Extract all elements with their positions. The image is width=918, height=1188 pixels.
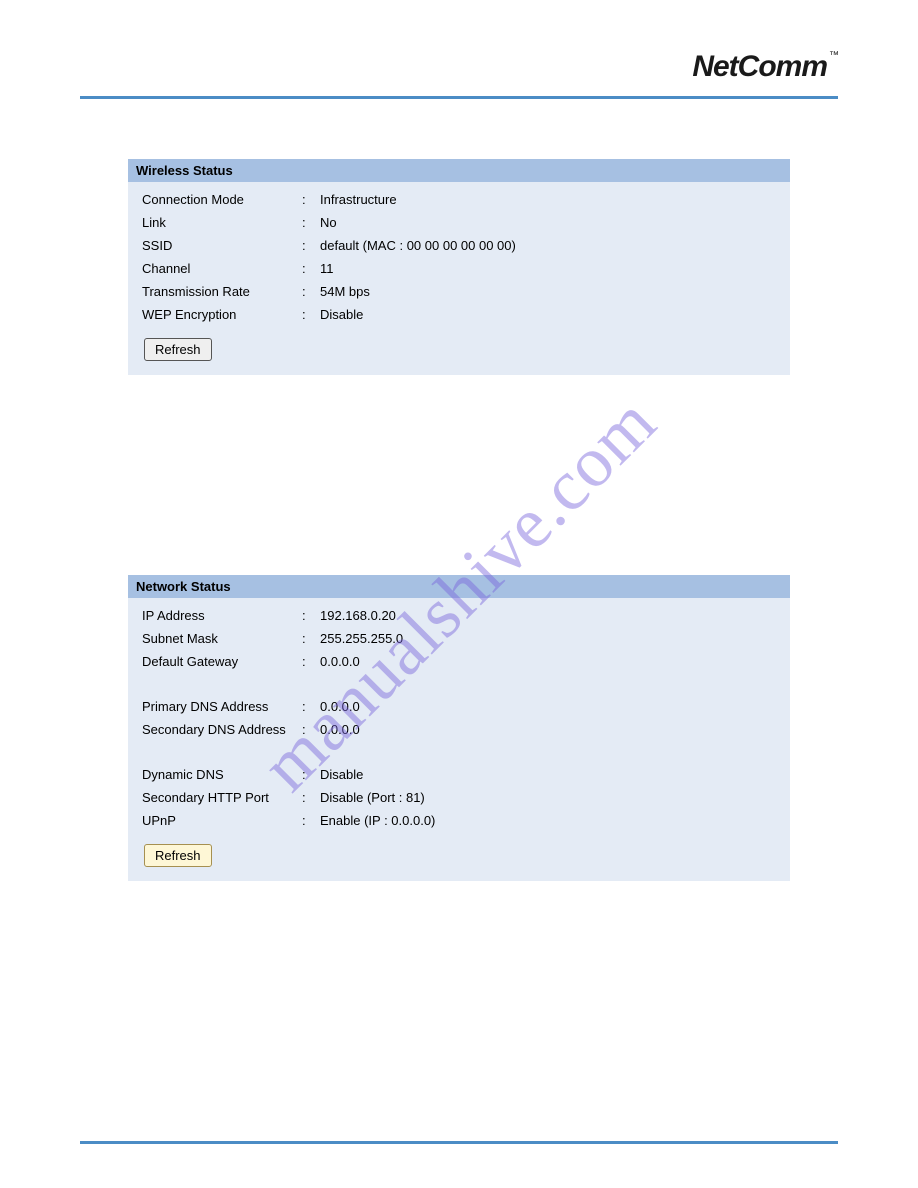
colon: : xyxy=(302,234,320,257)
secondary-http-port-value: Disable (Port : 81) xyxy=(320,786,778,809)
colon: : xyxy=(302,809,320,832)
page-header: NetComm™ xyxy=(80,40,838,90)
secondary-http-port-label: Secondary HTTP Port xyxy=(140,786,302,809)
wep-encryption-value: Disable xyxy=(320,303,778,326)
colon: : xyxy=(302,257,320,280)
ssid-value: default (MAC : 00 00 00 00 00 00) xyxy=(320,234,778,257)
connection-mode-label: Connection Mode xyxy=(140,188,302,211)
colon: : xyxy=(302,280,320,303)
brand-text: NetComm xyxy=(692,50,827,83)
channel-label: Channel xyxy=(140,257,302,280)
transmission-rate-label: Transmission Rate xyxy=(140,280,302,303)
dynamic-dns-label: Dynamic DNS xyxy=(140,763,302,786)
default-gateway-value: 0.0.0.0 xyxy=(320,650,778,673)
wireless-status-panel: Wireless Status Connection Mode : Infras… xyxy=(128,159,790,375)
link-value: No xyxy=(320,211,778,234)
default-gateway-label: Default Gateway xyxy=(140,650,302,673)
trademark-symbol: ™ xyxy=(829,50,838,61)
colon: : xyxy=(302,763,320,786)
link-label: Link xyxy=(140,211,302,234)
colon: : xyxy=(302,211,320,234)
colon: : xyxy=(302,695,320,718)
wep-encryption-label: WEP Encryption xyxy=(140,303,302,326)
upnp-value: Enable (IP : 0.0.0.0) xyxy=(320,809,778,832)
brand-logo: NetComm™ xyxy=(692,50,838,84)
ssid-label: SSID xyxy=(140,234,302,257)
upnp-label: UPnP xyxy=(140,809,302,832)
primary-dns-row: Primary DNS Address : 0.0.0.0 xyxy=(140,695,778,718)
link-row: Link : No xyxy=(140,211,778,234)
secondary-dns-value: 0.0.0.0 xyxy=(320,718,778,741)
footer-rule xyxy=(80,1141,838,1144)
channel-row: Channel : 11 xyxy=(140,257,778,280)
network-refresh-button[interactable]: Refresh xyxy=(144,844,212,867)
connection-mode-value: Infrastructure xyxy=(320,188,778,211)
network-status-title: Network Status xyxy=(128,575,790,598)
subnet-mask-label: Subnet Mask xyxy=(140,627,302,650)
header-rule xyxy=(80,96,838,99)
wireless-refresh-button[interactable]: Refresh xyxy=(144,338,212,361)
colon: : xyxy=(302,627,320,650)
secondary-http-port-row: Secondary HTTP Port : Disable (Port : 81… xyxy=(140,786,778,809)
secondary-dns-row: Secondary DNS Address : 0.0.0.0 xyxy=(140,718,778,741)
wep-encryption-row: WEP Encryption : Disable xyxy=(140,303,778,326)
dynamic-dns-value: Disable xyxy=(320,763,778,786)
primary-dns-label: Primary DNS Address xyxy=(140,695,302,718)
colon: : xyxy=(302,718,320,741)
subnet-mask-row: Subnet Mask : 255.255.255.0 xyxy=(140,627,778,650)
colon: : xyxy=(302,786,320,809)
dynamic-dns-row: Dynamic DNS : Disable xyxy=(140,763,778,786)
default-gateway-row: Default Gateway : 0.0.0.0 xyxy=(140,650,778,673)
secondary-dns-label: Secondary DNS Address xyxy=(140,718,302,741)
transmission-rate-value: 54M bps xyxy=(320,280,778,303)
colon: : xyxy=(302,303,320,326)
ip-address-label: IP Address xyxy=(140,604,302,627)
transmission-rate-row: Transmission Rate : 54M bps xyxy=(140,280,778,303)
wireless-status-title: Wireless Status xyxy=(128,159,790,182)
network-status-panel: Network Status IP Address : 192.168.0.20… xyxy=(128,575,790,881)
ip-address-row: IP Address : 192.168.0.20 xyxy=(140,604,778,627)
ip-address-value: 192.168.0.20 xyxy=(320,604,778,627)
ssid-row: SSID : default (MAC : 00 00 00 00 00 00) xyxy=(140,234,778,257)
colon: : xyxy=(302,188,320,211)
subnet-mask-value: 255.255.255.0 xyxy=(320,627,778,650)
connection-mode-row: Connection Mode : Infrastructure xyxy=(140,188,778,211)
channel-value: 11 xyxy=(320,257,778,280)
upnp-row: UPnP : Enable (IP : 0.0.0.0) xyxy=(140,809,778,832)
colon: : xyxy=(302,604,320,627)
primary-dns-value: 0.0.0.0 xyxy=(320,695,778,718)
colon: : xyxy=(302,650,320,673)
